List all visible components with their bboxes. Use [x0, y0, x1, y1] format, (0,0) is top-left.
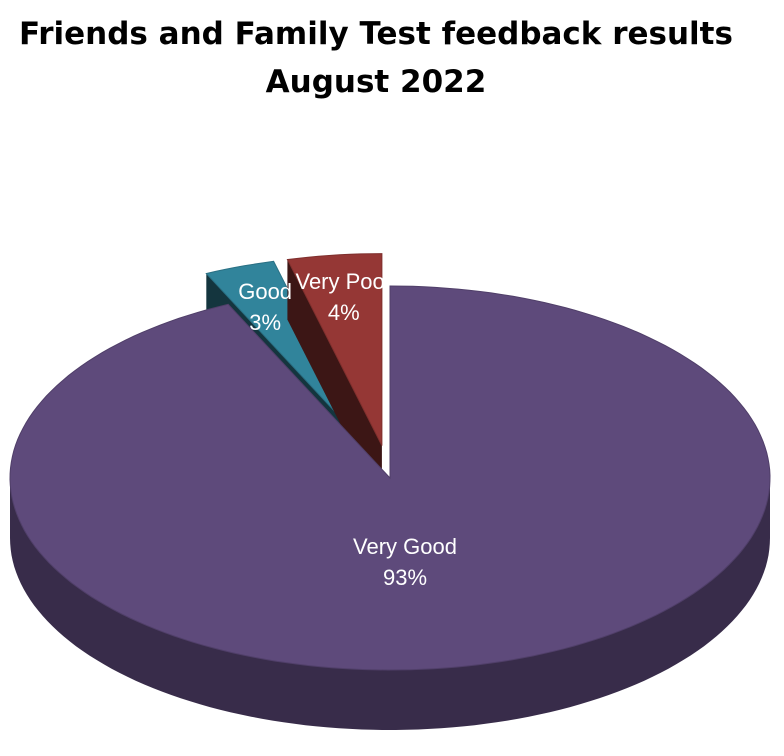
- data-label-value: 3%: [249, 310, 281, 335]
- chart-title: Friends and Family Test feedback results: [19, 16, 733, 52]
- data-label-category: Very Good: [353, 534, 457, 559]
- data-labels: Very Good 93% Good 3% Very Poor 4%: [238, 269, 457, 590]
- slice: [205, 260, 369, 448]
- data-label-category: Very Poor: [295, 269, 392, 294]
- data-label-category: Good: [238, 279, 292, 304]
- pie: [9, 253, 771, 730]
- slice: [9, 285, 771, 671]
- slice: [286, 253, 383, 446]
- slice-side: [10, 478, 770, 730]
- data-label-value: 93%: [383, 565, 427, 590]
- chart-subtitle: August 2022: [266, 64, 487, 100]
- data-label-value: 4%: [328, 300, 360, 325]
